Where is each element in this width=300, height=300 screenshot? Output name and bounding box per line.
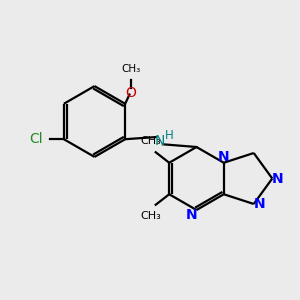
Text: Cl: Cl — [29, 132, 43, 146]
Text: N: N — [272, 172, 284, 185]
Text: N: N — [154, 134, 164, 148]
Text: CH₃: CH₃ — [121, 64, 141, 74]
Text: N: N — [253, 197, 265, 211]
Text: O: O — [125, 86, 136, 100]
Text: H: H — [165, 129, 173, 142]
Text: N: N — [218, 150, 230, 164]
Text: CH₃: CH₃ — [141, 136, 162, 146]
Text: CH₃: CH₃ — [141, 211, 162, 221]
Text: N: N — [185, 208, 197, 222]
